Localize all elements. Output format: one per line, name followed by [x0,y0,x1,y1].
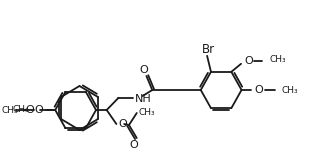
Text: Br: Br [202,43,214,56]
Text: O: O [244,56,253,66]
Text: CH₃: CH₃ [139,108,155,117]
Text: O: O [34,105,43,115]
Text: O: O [255,85,263,95]
Text: CH₃: CH₃ [13,105,29,114]
Text: O: O [139,65,148,75]
Text: CH₃: CH₃ [2,106,18,115]
Text: CH₃: CH₃ [281,85,298,94]
Text: O: O [130,140,138,150]
Text: O: O [118,119,127,129]
Text: O: O [26,105,34,115]
Text: NH: NH [135,94,152,104]
Text: CH₃: CH₃ [269,55,286,64]
